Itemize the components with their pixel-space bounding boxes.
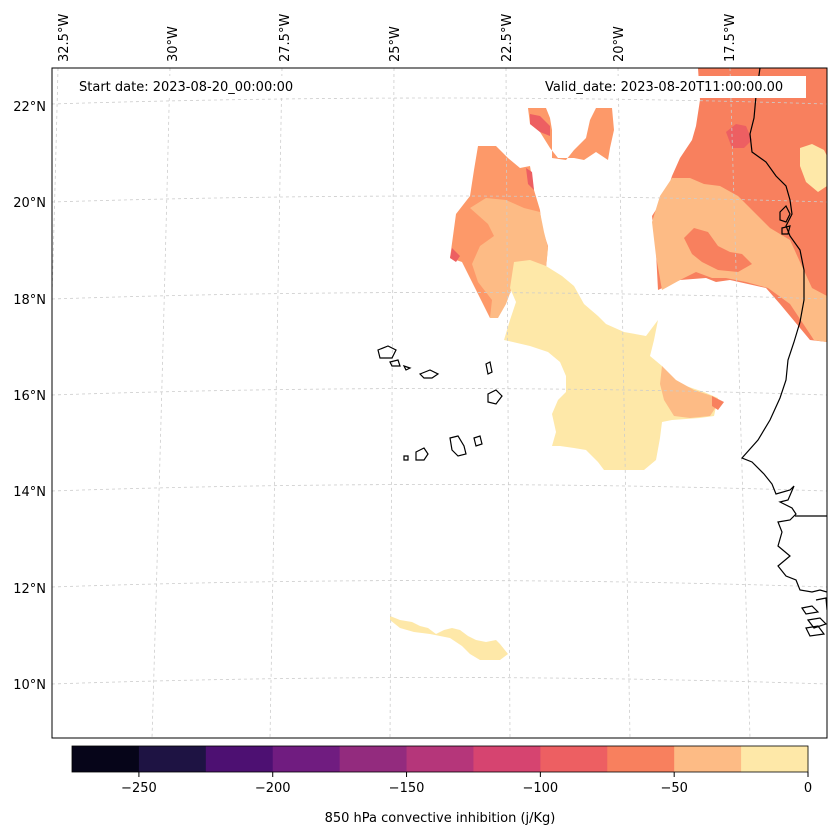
cin-fill-contours — [390, 68, 827, 660]
colorbar-tick-label: −200 — [255, 781, 291, 796]
lon-label-30w: 30°W — [166, 26, 181, 62]
island-fogo — [415, 447, 429, 461]
contour-0-south — [390, 616, 508, 660]
parallel-12n — [52, 580, 827, 588]
parallel-10n — [52, 677, 827, 685]
lat-label-12n: 12°N — [13, 582, 46, 597]
colorbar-swatches — [72, 746, 809, 772]
island-maio — [473, 435, 483, 447]
start-date-box — [72, 76, 318, 98]
colorbar-swatch — [72, 746, 140, 772]
parallel-22n — [52, 97, 827, 105]
colorbar-swatch — [674, 746, 742, 772]
contour-0-central — [504, 260, 718, 470]
lat-label-22n: 22°N — [13, 100, 46, 115]
lon-label-22-5w: 22.5°W — [500, 14, 515, 62]
colorbar-tick-label: −50 — [660, 781, 687, 796]
parallel-16n — [52, 388, 827, 396]
contour-minus100-north-small — [530, 114, 550, 136]
island-sal — [485, 361, 493, 375]
latitude-labels: 22°N 20°N 18°N 16°N 14°N 12°N 10°N — [13, 100, 46, 693]
colorbar-ticks: −250 −200 −150 −100 −50 0 — [121, 772, 812, 796]
longitude-labels: 32.5°W 30°W 27.5°W 25°W 22.5°W 20°W 17.5… — [57, 14, 738, 62]
colorbar-swatch — [339, 746, 408, 772]
colorbar-tick-label: −100 — [523, 781, 559, 796]
lat-label-16n: 16°N — [13, 389, 46, 404]
contour-minus25-central-east — [660, 366, 718, 418]
colorbar-tick-label: −150 — [389, 781, 425, 796]
parallel-18n — [52, 292, 827, 300]
lon-label-20w: 20°W — [612, 26, 627, 62]
lon-label-25w: 25°W — [388, 26, 403, 62]
lon-label-17-5w: 17.5°W — [723, 14, 738, 62]
colorbar-swatch — [205, 746, 274, 772]
lon-label-32-5w: 32.5°W — [57, 14, 72, 62]
colorbar-swatch — [473, 746, 541, 772]
island-sao-vicente — [389, 359, 401, 367]
colorbar-tick-label: 0 — [804, 781, 812, 796]
contour-0-east-small — [800, 144, 827, 192]
map-panel: Start date: 2023-08-20_00:00:00 Valid_da… — [51, 67, 828, 739]
colorbar-swatch — [138, 746, 207, 772]
guinea-islands — [801, 597, 827, 637]
lat-label-14n: 14°N — [13, 485, 46, 500]
colorbar: −250 −200 −150 −100 −50 0 850 hPa convective … — [71, 745, 812, 826]
start-date-label: Start date: 2023-08-20_00:00:00 — [79, 80, 293, 95]
island-boa-vista — [487, 389, 503, 405]
colorbar-tick-label: −250 — [121, 781, 157, 796]
contour-minus50-north-small — [528, 108, 614, 160]
coastlines — [740, 68, 827, 637]
valid-date-box — [540, 76, 806, 98]
lat-label-20n: 20°N — [13, 196, 46, 211]
island-santiago — [449, 435, 467, 457]
lat-label-18n: 18°N — [13, 293, 46, 308]
graticule — [52, 68, 827, 738]
island-sao-nicolau — [418, 369, 440, 379]
parallel-14n — [52, 484, 827, 492]
lat-label-10n: 10°N — [13, 678, 46, 693]
colorbar-swatch — [540, 746, 608, 772]
colorbar-swatch — [272, 746, 341, 772]
contour-0-east-right — [790, 300, 827, 342]
lon-label-27-5w: 27.5°W — [278, 14, 293, 62]
contour-minus50-east-inner — [684, 228, 752, 272]
africa-coastline — [740, 68, 827, 593]
colorbar-frame — [71, 745, 809, 773]
valid-date-label: Valid_date: 2023-08-20T11:00:00.00 — [545, 80, 783, 95]
colorbar-swatch — [607, 746, 675, 772]
cape-verde-islands — [377, 345, 503, 461]
colorbar-swatch — [741, 746, 809, 772]
contour-minus50-central-east — [712, 396, 724, 410]
contour-minus25-west — [470, 198, 548, 318]
map-frame — [51, 67, 828, 739]
island-santa-luzia — [402, 364, 412, 371]
colorbar-label: 850 hPa convective inhibition (j/Kg) — [325, 811, 556, 826]
colorbar-swatch — [406, 746, 474, 772]
island-brava — [403, 455, 409, 461]
island-santo-antao — [377, 345, 397, 359]
banc-arguin — [779, 204, 791, 235]
parallel-20n — [52, 195, 827, 203]
